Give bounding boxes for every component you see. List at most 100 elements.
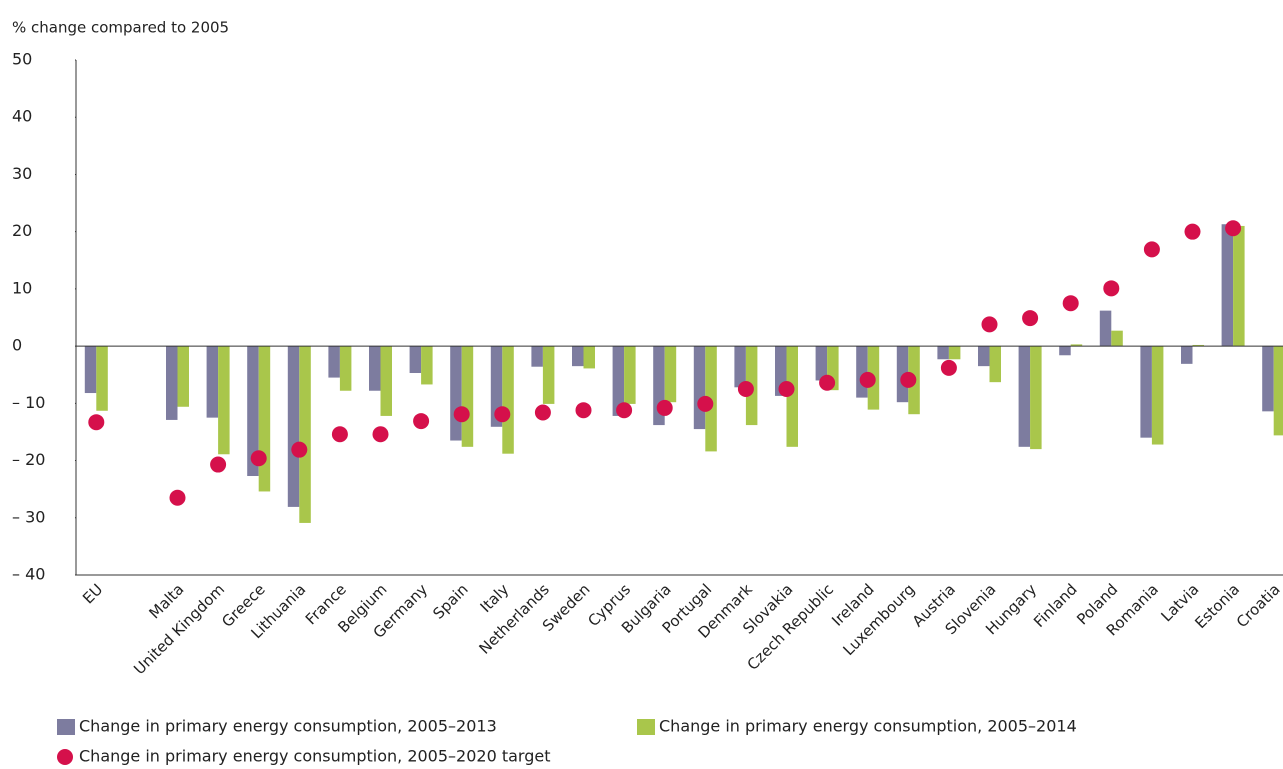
bar	[84, 346, 97, 394]
y-tick-label: 20	[12, 221, 32, 240]
bar	[856, 346, 868, 398]
bar	[937, 346, 949, 360]
bar	[612, 346, 625, 416]
bar	[166, 346, 178, 420]
legend-swatch	[57, 719, 75, 735]
y-tick-label: 40	[12, 107, 32, 126]
bar	[1273, 346, 1283, 436]
bar	[664, 346, 677, 403]
bar	[1140, 346, 1152, 438]
x-tick-label: Croatia	[1233, 580, 1283, 631]
bar	[1099, 310, 1112, 347]
bar	[786, 346, 798, 447]
y-tick-label: – 40	[12, 565, 45, 584]
target-dot	[372, 426, 389, 443]
target-dot	[737, 381, 754, 398]
bar	[502, 346, 514, 454]
target-dot	[656, 399, 673, 416]
bar	[693, 346, 706, 430]
bar	[1111, 330, 1123, 347]
y-tick-label: 50	[12, 50, 32, 69]
bar	[328, 346, 340, 378]
target-dot	[250, 450, 267, 467]
bar	[989, 346, 1001, 383]
bar	[734, 346, 746, 388]
bar	[827, 346, 839, 391]
y-tick-label: 10	[12, 278, 32, 297]
bar	[948, 346, 961, 360]
bar	[1262, 346, 1274, 412]
x-tick-label: Luxembourg	[839, 580, 918, 659]
target-dot	[575, 402, 592, 419]
y-tick-label: 0	[12, 336, 22, 355]
target-dot	[697, 395, 714, 412]
x-tick-label: Finland	[1030, 580, 1081, 631]
bar	[96, 346, 108, 411]
target-dot	[859, 371, 876, 388]
bar	[896, 346, 909, 403]
bar	[1233, 225, 1245, 347]
target-dot	[494, 406, 511, 423]
bar	[258, 346, 271, 492]
y-axis-label: % change compared to 2005	[12, 19, 229, 37]
target-dot	[88, 414, 105, 431]
bar	[775, 346, 787, 396]
y-tick-label: – 20	[12, 450, 45, 469]
x-tick-label: Spain	[429, 580, 471, 622]
bar	[1192, 344, 1204, 347]
bar	[177, 346, 189, 407]
target-dot	[1184, 223, 1201, 240]
bar	[624, 346, 636, 404]
target-dot	[940, 359, 957, 376]
bar	[380, 346, 392, 416]
bar	[815, 346, 828, 381]
target-dot	[1225, 220, 1242, 237]
bar	[1018, 346, 1031, 447]
legend-label: Change in primary energy consumption, 20…	[659, 717, 1077, 736]
bar	[339, 346, 352, 391]
bar	[206, 346, 219, 418]
target-dot	[1103, 280, 1120, 297]
target-dot	[1143, 241, 1160, 258]
y-tick-label: 30	[12, 164, 32, 183]
target-dot	[331, 426, 348, 443]
legend-label: Change in primary energy consumption, 20…	[79, 717, 497, 736]
target-dot	[210, 456, 227, 473]
bar	[287, 346, 300, 507]
target-dot	[413, 413, 430, 430]
target-dot	[981, 316, 998, 333]
bar	[1221, 224, 1234, 347]
bar	[247, 346, 259, 477]
bar	[369, 346, 381, 391]
bar	[1181, 346, 1193, 364]
bar	[218, 346, 230, 455]
bar	[1059, 346, 1071, 356]
legend-swatch	[57, 749, 73, 765]
bar	[490, 346, 503, 427]
bar	[583, 346, 595, 369]
bar	[542, 346, 555, 404]
target-dot	[778, 381, 795, 398]
x-tick-label: Estonia	[1191, 580, 1243, 632]
bar	[421, 346, 433, 385]
bar	[1070, 344, 1083, 347]
target-dot	[453, 406, 470, 423]
y-tick-label: – 10	[12, 393, 45, 412]
target-dot	[819, 374, 836, 391]
target-dot	[616, 402, 633, 419]
bar	[572, 346, 584, 367]
target-dot	[169, 489, 186, 506]
bar	[1151, 346, 1164, 445]
bar	[450, 346, 462, 441]
bar	[461, 346, 474, 447]
target-dot	[900, 371, 917, 388]
bar	[653, 346, 665, 426]
bar	[978, 346, 990, 367]
bar	[299, 346, 311, 523]
y-tick-label: – 30	[12, 507, 45, 526]
bar	[531, 346, 543, 367]
target-dot	[1022, 310, 1039, 327]
target-dot	[534, 404, 551, 421]
legend-label: Change in primary energy consumption, 20…	[79, 747, 551, 766]
